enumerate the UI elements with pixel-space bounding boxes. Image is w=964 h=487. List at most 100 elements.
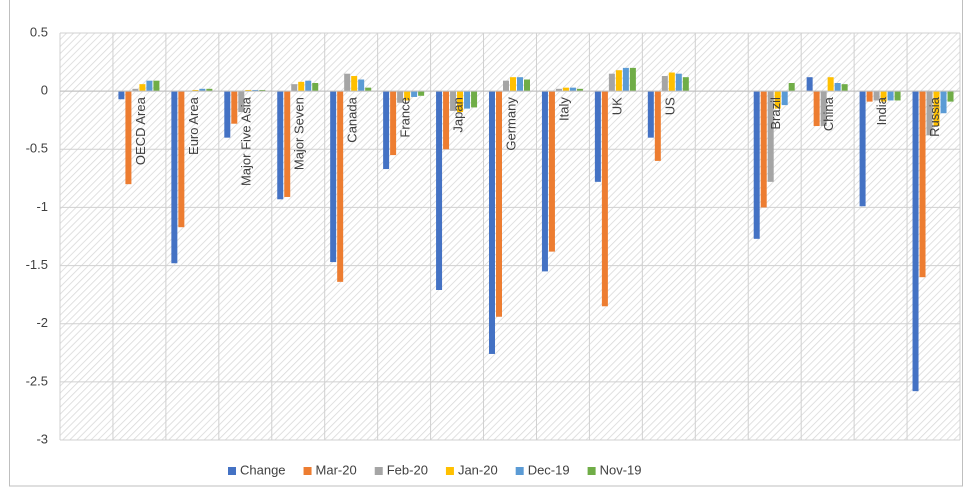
bar xyxy=(524,79,530,92)
bar xyxy=(668,72,675,92)
bar xyxy=(418,91,425,96)
bar xyxy=(436,91,443,290)
legend-swatch xyxy=(228,467,236,475)
bar xyxy=(675,73,682,92)
bar xyxy=(601,91,608,307)
bar xyxy=(841,84,848,92)
bar xyxy=(231,91,238,124)
bar xyxy=(443,91,450,150)
bar xyxy=(305,80,312,92)
bar xyxy=(139,84,146,92)
y-tick-label: 0 xyxy=(41,83,48,98)
category-label: Major Five Asia xyxy=(239,96,254,186)
bar xyxy=(358,79,365,92)
bar xyxy=(171,91,178,264)
bar xyxy=(206,88,213,92)
category-label: Euro Area xyxy=(186,96,201,155)
category-label: Japan xyxy=(450,97,465,132)
bar xyxy=(608,73,615,92)
bar xyxy=(541,91,548,272)
bar xyxy=(629,67,636,92)
bar xyxy=(199,88,206,92)
bar xyxy=(259,89,266,92)
bar xyxy=(894,91,901,101)
category-label: Brazil xyxy=(768,97,783,130)
bar xyxy=(615,70,622,92)
category-label: UK xyxy=(609,97,624,115)
bar xyxy=(940,91,947,114)
legend-swatch xyxy=(445,467,454,475)
bar xyxy=(661,76,668,92)
bar xyxy=(594,91,601,182)
bar xyxy=(450,91,457,111)
bar xyxy=(813,91,820,127)
bar xyxy=(576,88,583,92)
bar xyxy=(548,91,555,252)
category-label: Germany xyxy=(503,97,518,151)
y-tick-label: -3 xyxy=(36,431,48,446)
y-tick-label: -1.5 xyxy=(26,257,48,272)
bar xyxy=(178,91,185,228)
bar xyxy=(153,80,160,92)
bar xyxy=(622,67,629,92)
legend-label: Nov-19 xyxy=(600,462,642,477)
bar xyxy=(926,91,933,136)
bar xyxy=(947,91,954,102)
legend-swatch xyxy=(303,467,312,475)
category-label: China xyxy=(821,96,836,131)
bar xyxy=(312,83,319,92)
bar xyxy=(489,91,495,354)
y-tick-label: -2.5 xyxy=(26,373,48,388)
bar xyxy=(654,91,661,161)
category-label: Russia xyxy=(927,96,942,137)
bar xyxy=(471,91,478,108)
category-label: Italy xyxy=(556,97,571,121)
bar xyxy=(880,91,887,102)
plot-area xyxy=(60,33,960,440)
legend-label: Feb-20 xyxy=(387,462,428,477)
bar xyxy=(682,77,689,92)
y-tick-label: -1 xyxy=(36,199,48,214)
bar xyxy=(912,91,919,392)
bar xyxy=(238,91,245,113)
legend-label: Mar-20 xyxy=(316,462,357,477)
category-label: US xyxy=(662,97,677,115)
legend-swatch xyxy=(587,467,596,475)
bar xyxy=(224,91,231,138)
y-tick-label: -0.5 xyxy=(26,141,48,156)
bar xyxy=(192,89,199,92)
bar xyxy=(344,73,351,92)
bar xyxy=(774,91,781,109)
bar xyxy=(503,80,509,92)
legend-label: Dec-19 xyxy=(528,462,570,477)
bar xyxy=(245,89,252,92)
bar xyxy=(365,87,372,92)
bar xyxy=(933,91,940,127)
y-tick-label: 0.5 xyxy=(30,24,48,39)
y-tick-label: -2 xyxy=(36,315,48,330)
category-label: India xyxy=(874,96,889,125)
bar xyxy=(827,77,834,92)
bar xyxy=(277,91,284,200)
bar xyxy=(781,91,788,106)
bar xyxy=(866,91,873,102)
category-label: OECD Area xyxy=(133,96,148,165)
bar xyxy=(125,91,132,185)
bar xyxy=(284,91,291,197)
bar xyxy=(397,91,404,103)
category-label: Major Seven xyxy=(292,97,307,170)
bar xyxy=(298,81,305,92)
bar xyxy=(887,91,894,101)
bar xyxy=(337,91,344,282)
legend-label: Change xyxy=(240,462,286,477)
bar xyxy=(383,91,390,170)
bar xyxy=(806,77,813,92)
bar xyxy=(252,89,259,92)
bar xyxy=(411,91,418,97)
bar xyxy=(919,91,926,278)
bar xyxy=(118,91,125,100)
bar xyxy=(351,76,358,92)
bar xyxy=(132,88,139,92)
category-label: Canada xyxy=(345,96,360,142)
